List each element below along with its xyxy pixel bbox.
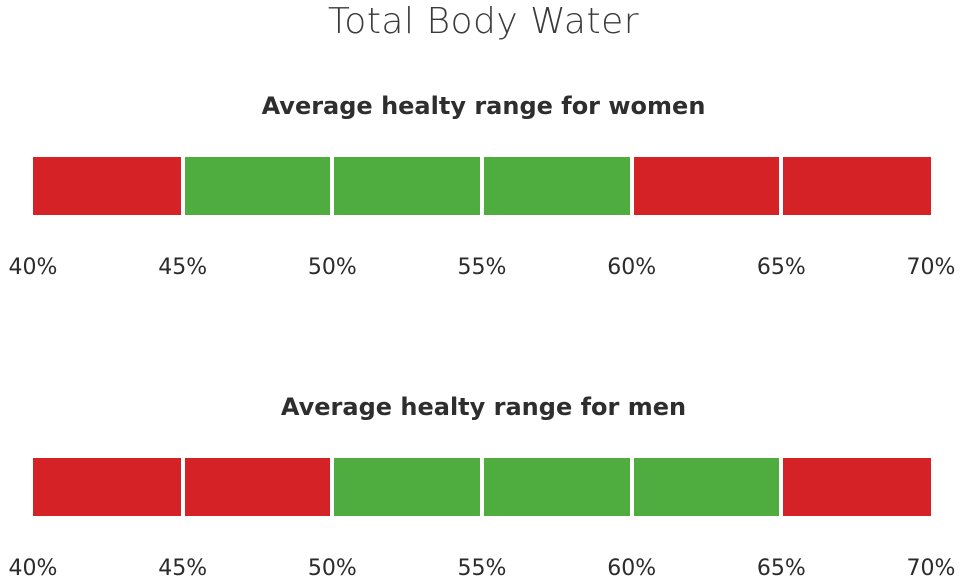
tick-label-women-5: 65% (756, 255, 806, 280)
tick-label-men-3: 55% (457, 556, 507, 581)
tick-label-men-5: 65% (756, 556, 806, 581)
segment-men-65-70 (783, 458, 931, 516)
panel-title-men: Average healty range for men (280, 393, 687, 421)
segment-men-40-45 (33, 458, 181, 516)
segment-men-60-65 (633, 458, 780, 516)
segment-women-60-65 (633, 157, 780, 215)
tick-label-women-3: 55% (457, 255, 507, 280)
segment-women-40-45 (33, 157, 181, 215)
segment-men-55-60 (484, 458, 630, 516)
tick-label-men-2: 50% (307, 556, 357, 581)
tick-label-men-4: 60% (607, 556, 657, 581)
tick-label-women-1: 45% (158, 255, 208, 280)
tick-label-men-0: 40% (8, 556, 58, 581)
tick-label-men-6: 70% (906, 556, 956, 581)
tick-label-women-6: 70% (906, 255, 956, 280)
range-bar-women (33, 157, 931, 215)
segment-men-50-55 (334, 458, 480, 516)
tick-label-men-1: 45% (158, 556, 208, 581)
segment-men-45-50 (184, 458, 331, 516)
tick-label-women-4: 60% (607, 255, 657, 280)
segment-women-45-50 (184, 157, 331, 215)
segment-women-50-55 (334, 157, 480, 215)
panel-title-women: Average healty range for women (261, 92, 706, 120)
tick-label-women-0: 40% (8, 255, 58, 280)
segment-women-65-70 (783, 157, 931, 215)
tick-label-women-2: 50% (307, 255, 357, 280)
chart-title: Total Body Water (327, 1, 640, 42)
segment-women-55-60 (484, 157, 630, 215)
range-bar-men (33, 458, 931, 516)
